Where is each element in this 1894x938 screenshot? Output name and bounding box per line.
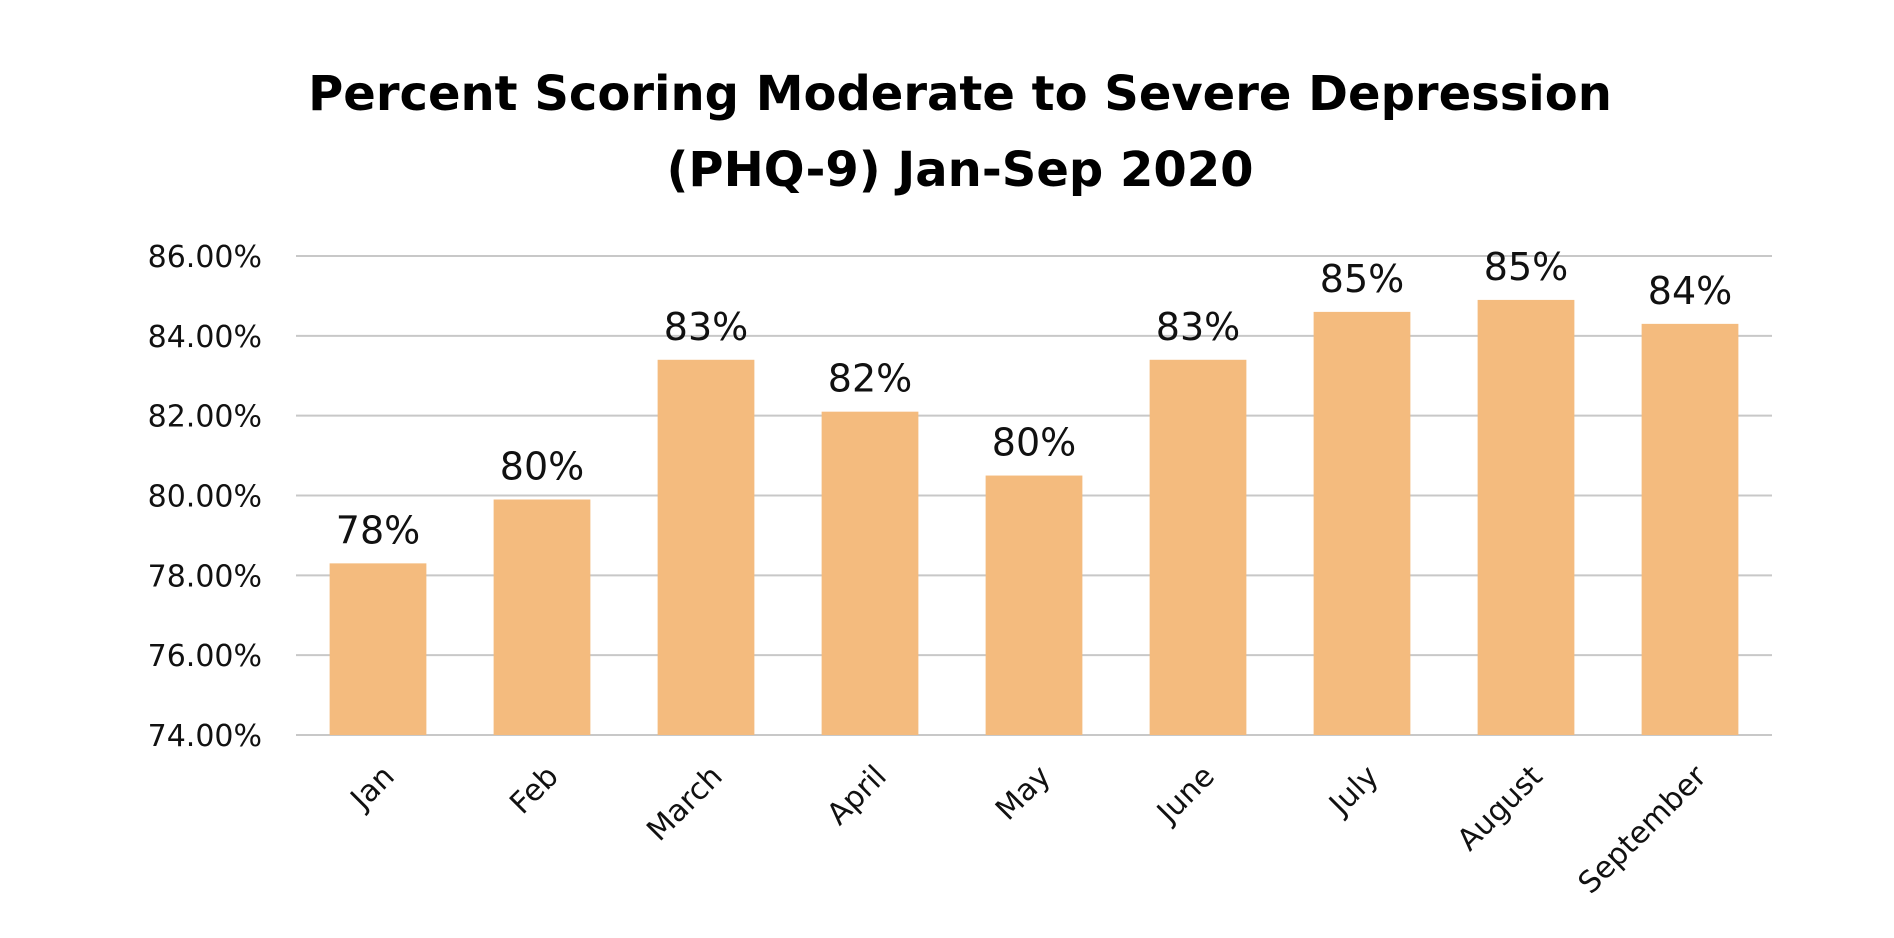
x-category-label: August xyxy=(1451,759,1550,858)
y-tick-label: 80.00% xyxy=(148,480,262,515)
y-axis-tick-labels: 74.00% 76.00% 78.00% 80.00% 82.00% 84.00% 86.0… xyxy=(148,240,262,754)
bar xyxy=(1313,311,1411,735)
bar xyxy=(493,499,591,735)
x-category-label: Jan xyxy=(343,759,402,818)
chart-title-line-2: (PHQ-9) Jan-Sep 2020 xyxy=(666,142,1253,198)
data-label: 78% xyxy=(336,508,420,552)
x-category-label: March xyxy=(640,759,729,848)
x-category-label: September xyxy=(1572,758,1714,900)
bars xyxy=(329,299,1739,735)
y-tick-label: 84.00% xyxy=(148,320,262,355)
bar xyxy=(1149,359,1247,735)
y-tick-label: 76.00% xyxy=(148,639,262,674)
data-label: 84% xyxy=(1648,269,1732,313)
data-label: 82% xyxy=(828,357,912,401)
x-axis-category-labels: Jan Feb March April May June July August Septemb… xyxy=(343,758,1714,900)
x-category-label: Feb xyxy=(503,759,565,821)
data-label: 85% xyxy=(1484,245,1568,289)
x-category-label: June xyxy=(1149,759,1221,831)
bar xyxy=(985,475,1083,735)
y-tick-label: 82.00% xyxy=(148,400,262,435)
y-tick-label: 78.00% xyxy=(148,559,262,594)
bar xyxy=(657,359,755,735)
data-labels: 78% 80% 83% 82% 80% 83% 85% 85% 84% xyxy=(336,245,1732,552)
bar xyxy=(1641,323,1739,735)
x-category-label: May xyxy=(989,759,1058,828)
x-category-label: April xyxy=(820,759,893,832)
data-label: 80% xyxy=(500,444,584,488)
y-tick-label: 86.00% xyxy=(148,240,262,275)
data-label: 83% xyxy=(664,305,748,349)
chart-title-line-1: Percent Scoring Moderate to Severe Depre… xyxy=(308,66,1612,122)
chart-title: Percent Scoring Moderate to Severe Depre… xyxy=(308,66,1612,198)
bar xyxy=(329,563,427,735)
bar xyxy=(821,411,919,735)
data-label: 80% xyxy=(992,421,1076,465)
data-label: 83% xyxy=(1156,305,1240,349)
y-tick-label: 74.00% xyxy=(148,719,262,754)
data-label: 85% xyxy=(1320,257,1404,301)
bar xyxy=(1477,299,1575,735)
x-category-label: July xyxy=(1321,759,1385,823)
